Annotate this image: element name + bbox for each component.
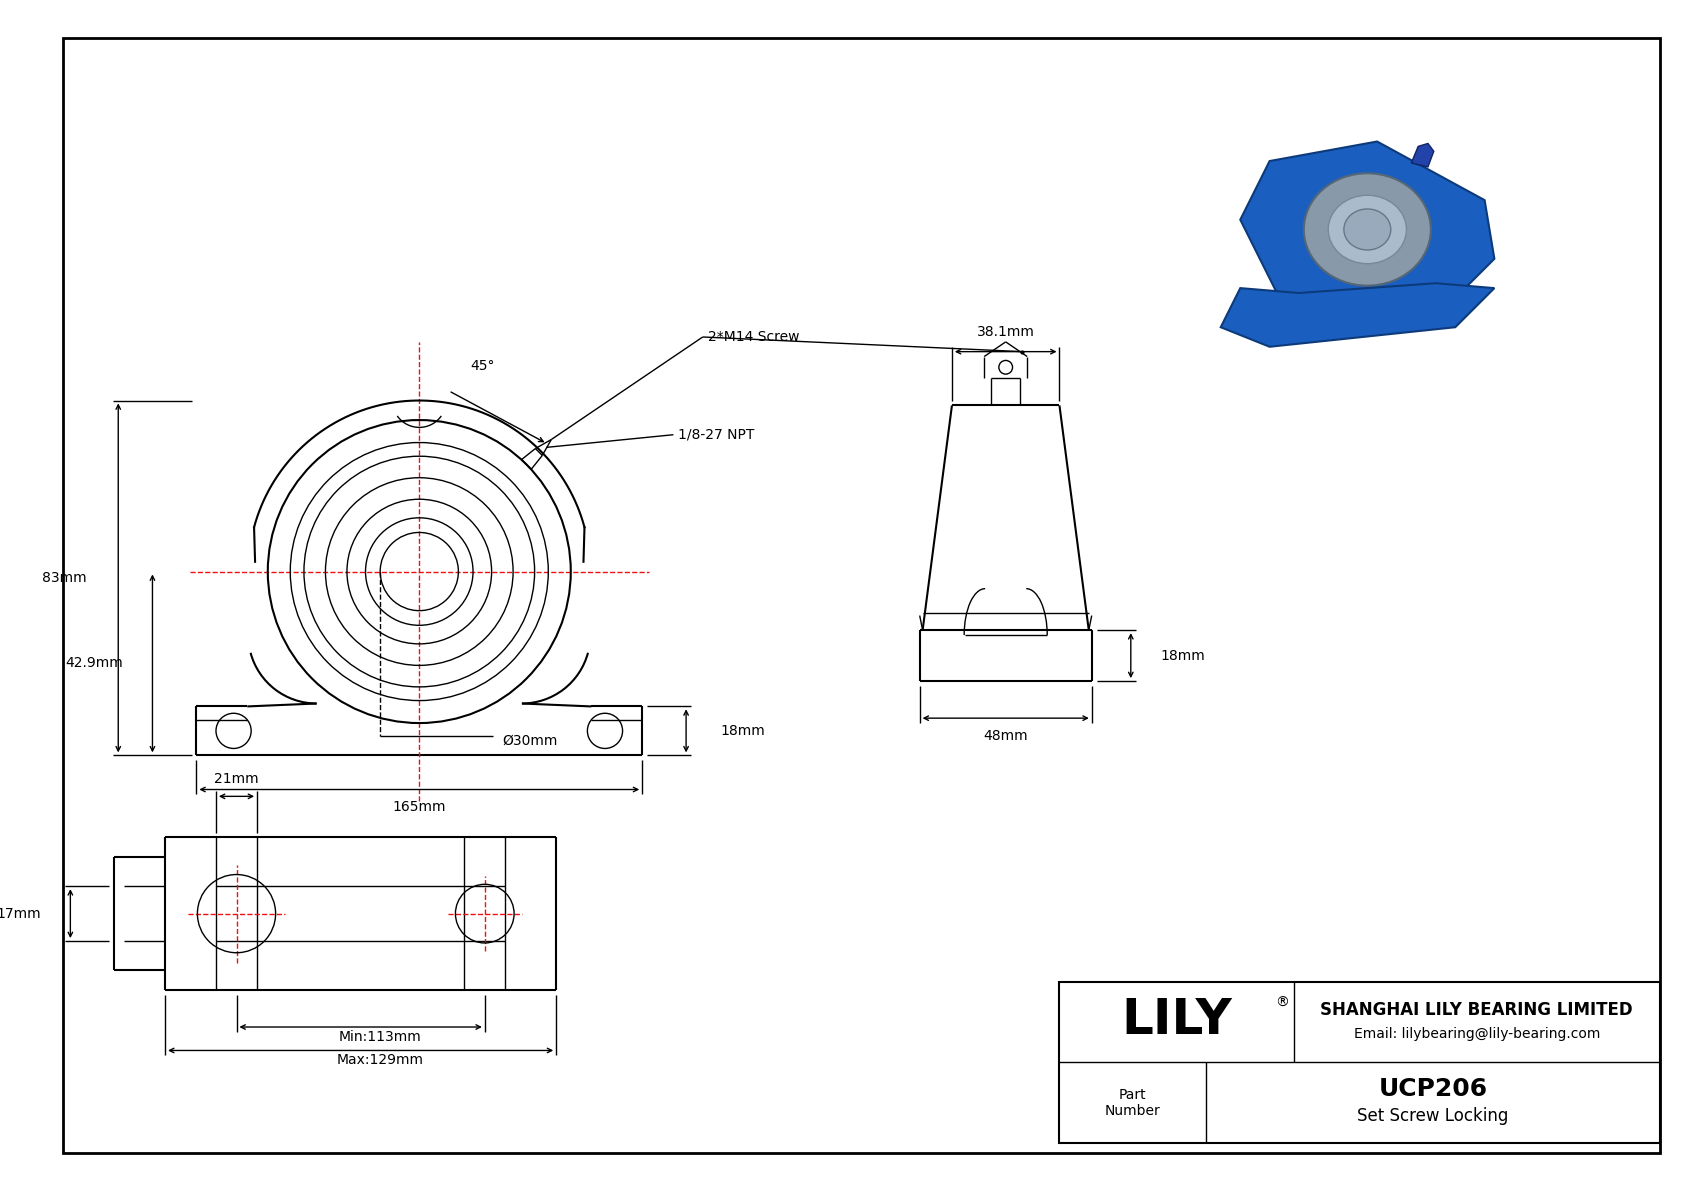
Polygon shape — [1221, 283, 1494, 347]
Text: 83mm: 83mm — [42, 570, 88, 585]
Text: 48mm: 48mm — [983, 729, 1027, 743]
Text: Min:113mm: Min:113mm — [338, 1030, 421, 1043]
Text: Max:129mm: Max:129mm — [337, 1053, 424, 1067]
Polygon shape — [1411, 143, 1433, 167]
Ellipse shape — [1344, 208, 1391, 250]
Ellipse shape — [1303, 173, 1431, 286]
Text: 17mm: 17mm — [0, 906, 40, 921]
Text: 21mm: 21mm — [214, 772, 259, 786]
Polygon shape — [1241, 142, 1494, 328]
Text: 38.1mm: 38.1mm — [977, 325, 1034, 339]
Text: Email: lilybearing@lily-bearing.com: Email: lilybearing@lily-bearing.com — [1354, 1027, 1600, 1041]
Text: 45°: 45° — [470, 360, 495, 373]
Text: ®: ® — [1275, 996, 1290, 1010]
Text: 18mm: 18mm — [1160, 649, 1204, 662]
Text: 42.9mm: 42.9mm — [66, 656, 123, 671]
Text: Ø30mm: Ø30mm — [502, 734, 557, 748]
Text: 18mm: 18mm — [721, 724, 765, 738]
Text: Set Screw Locking: Set Screw Locking — [1357, 1108, 1509, 1125]
Text: Part
Number: Part Number — [1105, 1087, 1160, 1118]
Text: UCP206: UCP206 — [1378, 1077, 1487, 1100]
Text: 165mm: 165mm — [392, 800, 446, 815]
Ellipse shape — [1329, 195, 1406, 263]
Text: 2*M14 Screw: 2*M14 Screw — [707, 330, 800, 344]
Text: LILY: LILY — [1122, 996, 1233, 1045]
Bar — [1059, 983, 1659, 1143]
Text: SHANGHAI LILY BEARING LIMITED: SHANGHAI LILY BEARING LIMITED — [1320, 1002, 1633, 1019]
Text: 1/8-27 NPT: 1/8-27 NPT — [679, 428, 754, 442]
